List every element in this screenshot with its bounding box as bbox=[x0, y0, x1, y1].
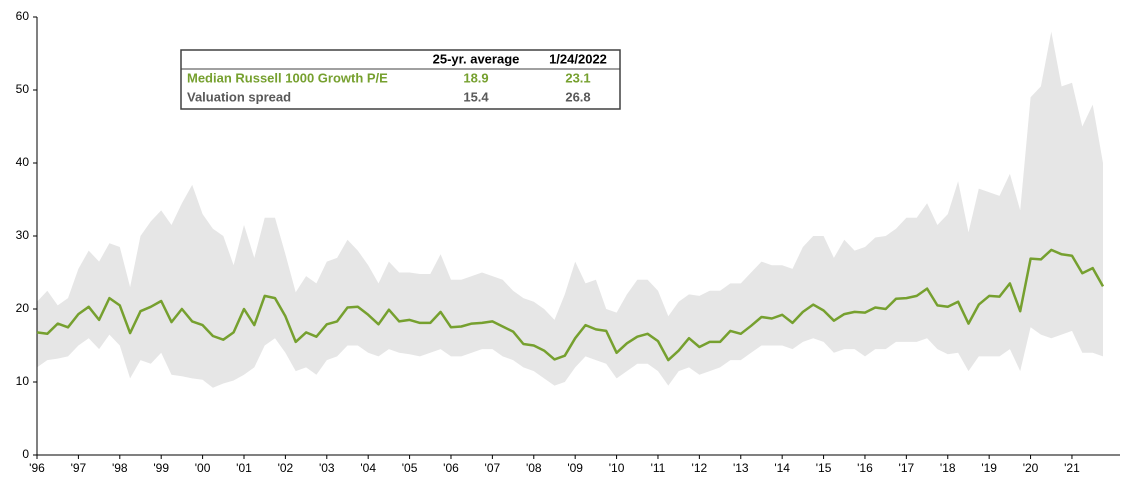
x-tick-label: '96 bbox=[29, 461, 45, 475]
x-tick-label: '02 bbox=[278, 461, 294, 475]
y-tick-label: 10 bbox=[16, 374, 30, 388]
x-tick-label: '00 bbox=[195, 461, 211, 475]
row-average: 15.4 bbox=[463, 89, 489, 104]
x-tick-label: '19 bbox=[981, 461, 997, 475]
table-box bbox=[180, 49, 621, 110]
x-tick-label: '07 bbox=[485, 461, 501, 475]
range-band bbox=[37, 31, 1103, 388]
row-average: 18.9 bbox=[463, 70, 488, 85]
x-tick-label: '11 bbox=[651, 461, 666, 475]
x-tick-label: '15 bbox=[816, 461, 832, 475]
table-header: 1/24/2022 bbox=[549, 51, 607, 66]
x-tick-label: '99 bbox=[153, 461, 169, 475]
x-tick-label: '17 bbox=[899, 461, 915, 475]
x-tick-label: '01 bbox=[236, 461, 252, 475]
y-tick-label: 20 bbox=[16, 301, 30, 315]
x-tick-label: '14 bbox=[774, 461, 790, 475]
row-current: 23.1 bbox=[565, 70, 590, 85]
x-tick-label: '98 bbox=[112, 461, 128, 475]
x-tick-label: '16 bbox=[857, 461, 873, 475]
y-tick-label: 0 bbox=[22, 447, 29, 461]
x-tick-label: '13 bbox=[733, 461, 749, 475]
x-tick-label: '97 bbox=[71, 461, 87, 475]
summary-table: 25-yr. average 1/24/2022 Median Russell 10… bbox=[180, 49, 621, 110]
y-tick-label: 40 bbox=[16, 155, 30, 169]
x-tick-label: '20 bbox=[1023, 461, 1039, 475]
row-label: Valuation spread bbox=[187, 89, 291, 104]
y-tick-label: 30 bbox=[16, 228, 30, 242]
plot-area: 0 10 20 30 40 50 60 '96 '97 '98 '99 '00 '01 '02 '03 '04… bbox=[16, 9, 1120, 475]
x-tick-label: '18 bbox=[940, 461, 956, 475]
x-tick-label: '09 bbox=[567, 461, 583, 475]
x-tick-label: '10 bbox=[609, 461, 625, 475]
median-pe-line bbox=[36, 248, 1105, 362]
x-tick-label: '03 bbox=[319, 461, 335, 475]
x-tick-label: '08 bbox=[526, 461, 542, 475]
x-tick-label: '06 bbox=[443, 461, 459, 475]
table-header: 25-yr. average bbox=[433, 51, 520, 66]
x-tick-label: '12 bbox=[692, 461, 708, 475]
x-tick-label: '21 bbox=[1064, 461, 1080, 475]
x-tick-label: '04 bbox=[360, 461, 376, 475]
x-tick-label: '05 bbox=[402, 461, 418, 475]
y-tick-label: 60 bbox=[16, 9, 30, 23]
row-label: Median Russell 1000 Growth P/E bbox=[187, 70, 388, 85]
row-current: 26.8 bbox=[565, 89, 590, 104]
y-tick-label: 50 bbox=[16, 82, 30, 96]
